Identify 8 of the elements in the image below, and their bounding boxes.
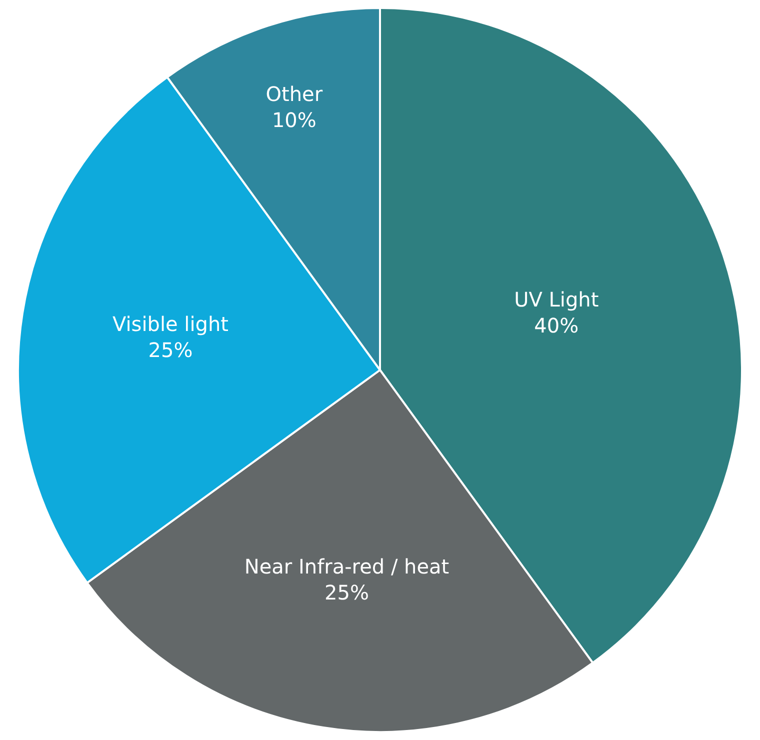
data-label: 25% — [324, 580, 369, 604]
data-label: 25% — [148, 338, 193, 362]
slice-label: Other — [266, 82, 324, 106]
slice-label: UV Light — [514, 288, 599, 312]
slice-label: Visible light — [112, 312, 229, 336]
data-label: 40% — [534, 314, 579, 338]
data-label: 10% — [272, 108, 316, 132]
slice-label: Near Infra-red / heat — [244, 554, 450, 578]
